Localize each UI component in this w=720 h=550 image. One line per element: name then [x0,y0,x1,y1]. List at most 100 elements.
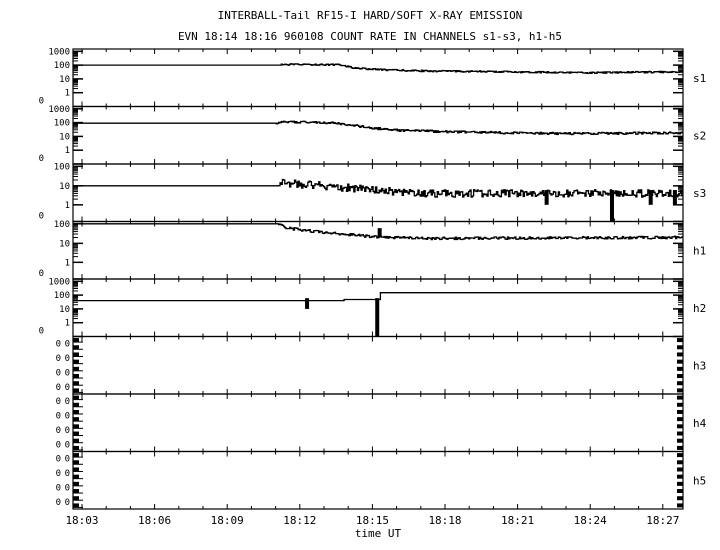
series-spike-s3 [609,190,614,222]
x-tick-label: 18:15 [356,514,389,527]
y-tick [73,453,79,458]
y-tick [73,445,79,450]
chart-subtitle: EVN 18:14 18:16 960108 COUNT RATE IN CHA… [178,30,562,43]
y-tick [73,431,79,436]
y-tick [677,352,683,357]
y-tick [73,474,79,479]
channel-label-h4: h4 [693,417,707,430]
panel-frame [72,335,684,395]
x-tick-label: 18:24 [574,514,607,527]
y-tick [677,381,683,386]
y-tick-label: 0 [56,426,61,436]
y-tick-label: 0 [56,412,61,422]
channel-label-h1: h1 [693,244,706,257]
series-spike-s3 [672,190,677,205]
y-tick-label: 100 [54,119,70,129]
y-tick-label: 10 [59,239,70,249]
y-tick [677,366,683,371]
channel-label-h3: h3 [693,359,706,372]
y-tick [73,489,79,494]
y-tick [677,388,683,393]
panel-frame [72,48,684,108]
y-tick-label: 0 [65,383,70,393]
y-tick [677,395,683,400]
channel-label-h2: h2 [693,302,706,315]
channel-label-s2: s2 [693,129,706,142]
y-tick [73,388,79,393]
y-tick [73,460,79,465]
y-tick [73,438,79,443]
y-tick-label: 0 [65,397,70,407]
channel-label-s3: s3 [693,187,706,200]
y-tick-label: 0 [65,340,70,350]
y-tick-label: 0 [56,440,61,450]
y-tick-label: 0 [65,426,70,436]
series-line-s3 [73,178,683,198]
channel-label-h5: h5 [693,474,706,487]
x-tick-label: 18:21 [501,514,534,527]
y-tick-label: 0 [65,498,70,508]
panel-frame [72,105,684,165]
y-tick-label: 0 [39,97,44,107]
y-tick-label: 0 [65,354,70,364]
y-tick-label: 100 [54,61,70,71]
series-spike-h1 [377,228,382,238]
y-tick-label: 0 [65,412,70,422]
y-tick [677,409,683,414]
y-tick-label: 1 [65,89,70,99]
y-tick [73,352,79,357]
y-tick [73,481,79,486]
y-tick-label: 100 [54,220,70,230]
y-tick-label: 1000 [48,277,70,287]
y-tick-label: 1000 [48,105,70,115]
y-tick [677,481,683,486]
y-tick-label: 0 [39,154,44,164]
series-line-s1 [73,63,683,74]
y-tick-label: 1 [65,319,70,329]
y-tick [73,496,79,501]
y-tick [73,338,79,343]
y-tick [73,417,79,422]
y-tick [73,395,79,400]
y-tick [677,345,683,350]
x-axis-label: time UT [355,527,402,540]
y-tick-label: 0 [56,455,61,465]
y-tick-label: 10 [59,305,70,315]
y-tick [677,489,683,494]
y-tick-label: 0 [65,368,70,378]
y-tick-label: 10 [59,75,70,85]
y-tick-label: 1 [65,146,70,156]
series-spike-s3 [544,190,549,205]
y-tick [677,402,683,407]
panel-frame [72,393,684,453]
x-tick-label: 18:12 [283,514,316,527]
y-tick [677,496,683,501]
y-tick [73,467,79,472]
y-tick-label: 0 [56,368,61,378]
y-tick-label: 0 [65,469,70,479]
y-tick-label: 1 [65,201,70,211]
y-tick [73,359,79,364]
y-tick-label: 0 [65,440,70,450]
y-tick [73,503,79,508]
y-tick-label: 100 [54,162,70,172]
series-spike-h2 [305,298,310,309]
chart-title: INTERBALL-Tail RF15-I HARD/SOFT X-RAY EM… [218,9,523,22]
y-tick-label: 0 [56,340,61,350]
y-tick [677,424,683,429]
y-tick [677,467,683,472]
y-tick [73,366,79,371]
y-tick-label: 0 [56,498,61,508]
x-tick-label: 18:06 [138,514,171,527]
x-tick-label: 18:18 [428,514,461,527]
y-tick [73,402,79,407]
y-tick [677,438,683,443]
